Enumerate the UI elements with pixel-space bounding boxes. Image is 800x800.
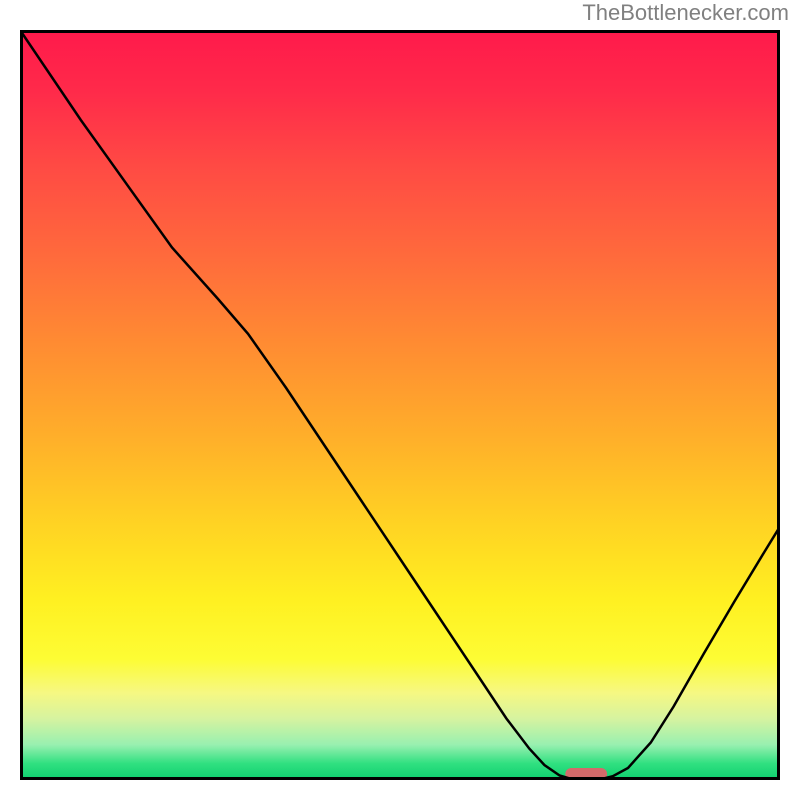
bottleneck-curve-chart: TheBottlenecker.com	[0, 0, 800, 800]
chart-root: TheBottlenecker.com	[0, 0, 800, 800]
gradient-background	[22, 32, 779, 779]
watermark-text: TheBottlenecker.com	[582, 0, 789, 25]
